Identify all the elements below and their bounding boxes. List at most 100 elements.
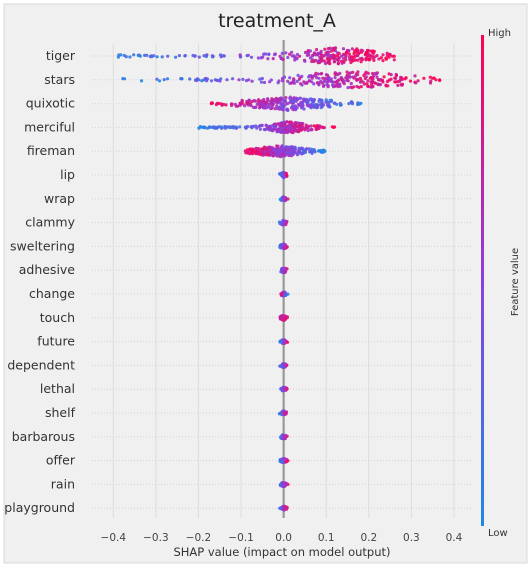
data-point <box>312 148 316 152</box>
data-point <box>197 55 201 59</box>
data-point <box>216 125 220 129</box>
data-point <box>258 77 262 81</box>
data-point <box>336 62 340 66</box>
data-point <box>288 52 292 56</box>
data-point <box>278 506 282 510</box>
data-point <box>369 54 373 58</box>
data-point <box>372 58 376 63</box>
data-point <box>321 76 325 80</box>
data-point <box>282 75 287 79</box>
data-point <box>281 127 285 131</box>
data-point <box>332 46 336 51</box>
data-point <box>306 49 310 53</box>
feature-label: change <box>29 286 75 301</box>
data-point <box>138 54 142 58</box>
data-point <box>273 125 277 129</box>
data-point <box>298 123 303 127</box>
data-point <box>327 61 331 65</box>
feature-label: rain <box>51 476 75 491</box>
data-point <box>299 128 303 132</box>
data-point <box>162 78 166 82</box>
data-point <box>258 127 262 131</box>
data-point <box>385 53 389 58</box>
data-point <box>273 52 277 57</box>
data-point <box>349 81 353 86</box>
data-point <box>414 81 418 85</box>
data-point <box>359 79 363 83</box>
data-point <box>145 53 149 58</box>
data-point <box>308 74 312 78</box>
data-point <box>381 59 385 63</box>
data-point <box>342 79 346 83</box>
data-point <box>269 102 273 106</box>
data-point <box>321 148 325 152</box>
data-point <box>287 120 291 124</box>
data-point <box>302 107 306 111</box>
feature-label: merciful <box>24 119 75 134</box>
data-point <box>277 79 281 83</box>
data-point <box>295 57 299 61</box>
data-point <box>384 56 388 60</box>
data-point <box>323 76 327 80</box>
data-point <box>283 130 287 134</box>
data-point <box>400 83 404 87</box>
data-point <box>149 54 153 58</box>
data-point <box>320 100 324 104</box>
data-point <box>263 152 267 156</box>
data-point <box>396 83 400 87</box>
data-point <box>285 108 290 112</box>
data-point <box>338 103 343 107</box>
data-point <box>222 54 226 58</box>
data-point <box>327 103 331 107</box>
data-point <box>283 222 287 226</box>
data-point <box>288 100 293 104</box>
data-point <box>333 76 337 80</box>
data-point <box>205 53 209 57</box>
data-point <box>428 75 432 79</box>
data-point <box>346 86 350 90</box>
x-tick-label: −0.3 <box>143 532 169 544</box>
data-point <box>291 130 295 134</box>
data-point <box>317 125 321 129</box>
data-point <box>322 59 326 63</box>
data-point <box>234 126 238 130</box>
data-point <box>298 96 302 100</box>
data-point <box>292 54 296 58</box>
data-point <box>281 484 285 488</box>
chart-title: treatment_A <box>218 10 336 32</box>
data-point <box>353 58 357 62</box>
data-point <box>366 71 370 75</box>
data-point <box>165 77 170 81</box>
data-point <box>202 126 206 130</box>
data-point <box>316 51 320 56</box>
data-point <box>250 125 254 129</box>
data-point <box>274 152 278 156</box>
data-point <box>372 51 376 55</box>
data-point <box>393 80 397 84</box>
data-point <box>321 84 326 88</box>
data-point <box>333 101 337 105</box>
data-point <box>218 53 223 57</box>
data-point <box>323 61 328 66</box>
data-point <box>310 150 314 154</box>
data-point <box>305 103 309 107</box>
data-point <box>366 84 370 88</box>
colorbar-gradient <box>481 35 484 526</box>
data-point <box>177 54 181 58</box>
data-point <box>315 48 319 52</box>
data-point <box>143 53 147 58</box>
data-point <box>245 54 249 58</box>
data-point <box>157 79 162 83</box>
data-point <box>413 74 417 78</box>
data-point <box>241 77 245 81</box>
feature-label: fireman <box>27 143 75 158</box>
data-point <box>303 81 307 85</box>
data-point <box>366 79 370 83</box>
data-point <box>199 125 203 129</box>
feature-swarm-touch <box>278 314 289 322</box>
data-point <box>364 75 368 79</box>
feature-label: future <box>37 334 75 349</box>
data-point <box>285 316 289 320</box>
data-point <box>388 52 392 57</box>
